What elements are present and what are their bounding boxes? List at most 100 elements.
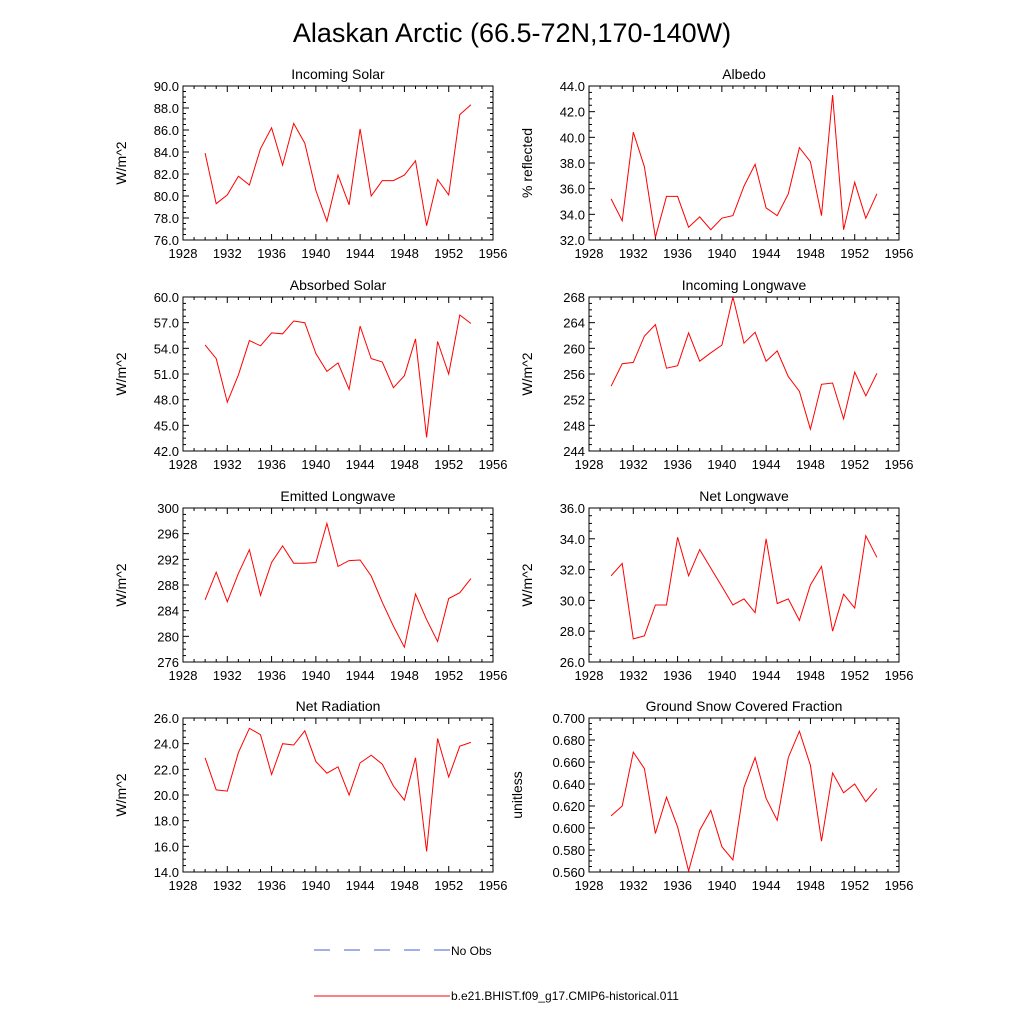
y-tick-label: 48.0 bbox=[154, 393, 179, 408]
y-tick-label: 45.0 bbox=[154, 418, 179, 433]
panel-title: Absorbed Solar bbox=[290, 277, 387, 293]
panel-title: Incoming Solar bbox=[291, 66, 385, 82]
figure-title: Alaskan Arctic (66.5-72N,170-140W) bbox=[293, 18, 731, 48]
y-tick-label: 32.0 bbox=[560, 233, 585, 248]
x-tick-label: 1952 bbox=[434, 878, 463, 893]
y-tick-label: 42.0 bbox=[560, 105, 585, 120]
series-line bbox=[204, 104, 472, 226]
y-tick-label: 260 bbox=[563, 341, 585, 356]
panel-incoming-longwave: Incoming Longwave 1928 1932 1936 1940 1944 194… bbox=[519, 277, 913, 472]
x-tick-label: 1956 bbox=[885, 457, 914, 472]
x-tick-label: 1944 bbox=[752, 878, 781, 893]
x-tick-label: 1928 bbox=[575, 246, 604, 261]
y-tick-label: 40.0 bbox=[560, 130, 585, 145]
y-tick-label: 248 bbox=[563, 418, 585, 433]
x-tick-label: 1940 bbox=[707, 246, 736, 261]
x-tick-label: 1936 bbox=[663, 246, 692, 261]
series-line bbox=[610, 94, 878, 238]
x-tick-label: 1952 bbox=[434, 246, 463, 261]
y-axis-label: % reflected bbox=[519, 128, 535, 198]
x-tick-label: 1928 bbox=[575, 878, 604, 893]
y-tick-label: 51.0 bbox=[154, 367, 179, 382]
y-tick-label: 268 bbox=[563, 290, 585, 305]
x-tick-label: 1928 bbox=[169, 246, 198, 261]
panel-title: Net Longwave bbox=[699, 488, 789, 504]
legend-label-model: b.e21.BHIST.f09_g17.CMIP6-historical.011 bbox=[451, 989, 679, 1003]
panel-albedo: Albedo 1928 1932 1936 1940 1944 1948 1952 1956 32… bbox=[519, 66, 913, 261]
y-tick-label: 36.0 bbox=[560, 501, 585, 516]
series-line bbox=[204, 521, 472, 649]
x-tick-label: 1936 bbox=[663, 457, 692, 472]
panel-title: Net Radiation bbox=[296, 698, 381, 714]
x-tick-label: 1940 bbox=[301, 246, 330, 261]
x-tick-label: 1936 bbox=[257, 878, 286, 893]
y-tick-label: 0.660 bbox=[552, 755, 585, 770]
y-axis-label: W/m^2 bbox=[113, 773, 129, 816]
x-tick-label: 1944 bbox=[752, 668, 781, 683]
x-tick-label: 1944 bbox=[346, 878, 375, 893]
x-tick-label: 1944 bbox=[346, 668, 375, 683]
x-tick-label: 1928 bbox=[575, 668, 604, 683]
panel-incoming-solar: Incoming Solar 1928 1932 1936 1940 1944 1948 19… bbox=[113, 66, 507, 261]
y-tick-label: 0.560 bbox=[552, 865, 585, 880]
x-tick-label: 1932 bbox=[619, 457, 648, 472]
x-tick-label: 1956 bbox=[885, 668, 914, 683]
y-tick-label: 296 bbox=[157, 527, 179, 542]
y-axis-label: W/m^2 bbox=[113, 352, 129, 395]
x-tick-label: 1932 bbox=[213, 457, 242, 472]
y-tick-label: 14.0 bbox=[154, 865, 179, 880]
x-tick-label: 1932 bbox=[619, 668, 648, 683]
x-tick-label: 1936 bbox=[663, 668, 692, 683]
panel-net-longwave: Net Longwave 1928 1932 1936 1940 1944 1948 1952… bbox=[519, 488, 913, 683]
legend-label-no-obs: No Obs bbox=[451, 944, 492, 958]
y-tick-label: 42.0 bbox=[154, 444, 179, 459]
x-tick-label: 1952 bbox=[434, 668, 463, 683]
y-tick-label: 78.0 bbox=[154, 211, 179, 226]
y-tick-label: 300 bbox=[157, 501, 179, 516]
x-tick-label: 1956 bbox=[885, 246, 914, 261]
x-tick-label: 1948 bbox=[796, 878, 825, 893]
y-axis-label: W/m^2 bbox=[519, 352, 535, 395]
panel-net-radiation: Net Radiation 1928 1932 1936 1940 1944 1948 195… bbox=[113, 698, 507, 893]
y-tick-label: 20.0 bbox=[154, 788, 179, 803]
y-tick-label: 34.0 bbox=[560, 207, 585, 222]
panel-emitted-longwave: Emitted Longwave 1928 1932 1936 1940 1944 1948… bbox=[113, 488, 507, 683]
x-tick-label: 1940 bbox=[301, 457, 330, 472]
panel-title: Ground Snow Covered Fraction bbox=[646, 698, 843, 714]
x-tick-label: 1944 bbox=[752, 246, 781, 261]
x-tick-label: 1944 bbox=[752, 457, 781, 472]
x-tick-label: 1944 bbox=[346, 246, 375, 261]
panel-ground-snow-covered-fraction: Ground Snow Covered Fraction 1928 1932 1936… bbox=[509, 698, 913, 893]
y-tick-label: 284 bbox=[157, 604, 179, 619]
y-tick-label: 0.680 bbox=[552, 733, 585, 748]
x-tick-label: 1928 bbox=[169, 457, 198, 472]
y-tick-label: 32.0 bbox=[560, 563, 585, 578]
y-tick-label: 0.600 bbox=[552, 821, 585, 836]
x-tick-label: 1956 bbox=[479, 668, 508, 683]
y-tick-label: 90.0 bbox=[154, 79, 179, 94]
panel-title: Emitted Longwave bbox=[280, 488, 395, 504]
y-axis-label: W/m^2 bbox=[519, 563, 535, 606]
y-tick-label: 54.0 bbox=[154, 341, 179, 356]
y-tick-label: 76.0 bbox=[154, 233, 179, 248]
x-tick-label: 1928 bbox=[169, 668, 198, 683]
x-tick-label: 1940 bbox=[707, 668, 736, 683]
y-tick-label: 34.0 bbox=[560, 532, 585, 547]
x-tick-label: 1948 bbox=[390, 878, 419, 893]
y-tick-label: 30.0 bbox=[560, 593, 585, 608]
x-tick-label: 1948 bbox=[390, 668, 419, 683]
series-line bbox=[610, 296, 878, 432]
y-tick-label: 80.0 bbox=[154, 189, 179, 204]
x-tick-label: 1956 bbox=[479, 246, 508, 261]
x-tick-label: 1952 bbox=[840, 878, 869, 893]
y-tick-label: 18.0 bbox=[154, 814, 179, 829]
y-tick-label: 292 bbox=[157, 552, 179, 567]
y-axis-label: W/m^2 bbox=[113, 141, 129, 184]
x-tick-label: 1952 bbox=[434, 457, 463, 472]
y-tick-label: 252 bbox=[563, 393, 585, 408]
legend: No Obs b.e21.BHIST.f09_g17.CMIP6-histori… bbox=[314, 944, 679, 1003]
y-tick-label: 82.0 bbox=[154, 167, 179, 182]
x-tick-label: 1940 bbox=[707, 878, 736, 893]
x-tick-label: 1956 bbox=[885, 878, 914, 893]
y-tick-label: 84.0 bbox=[154, 145, 179, 160]
